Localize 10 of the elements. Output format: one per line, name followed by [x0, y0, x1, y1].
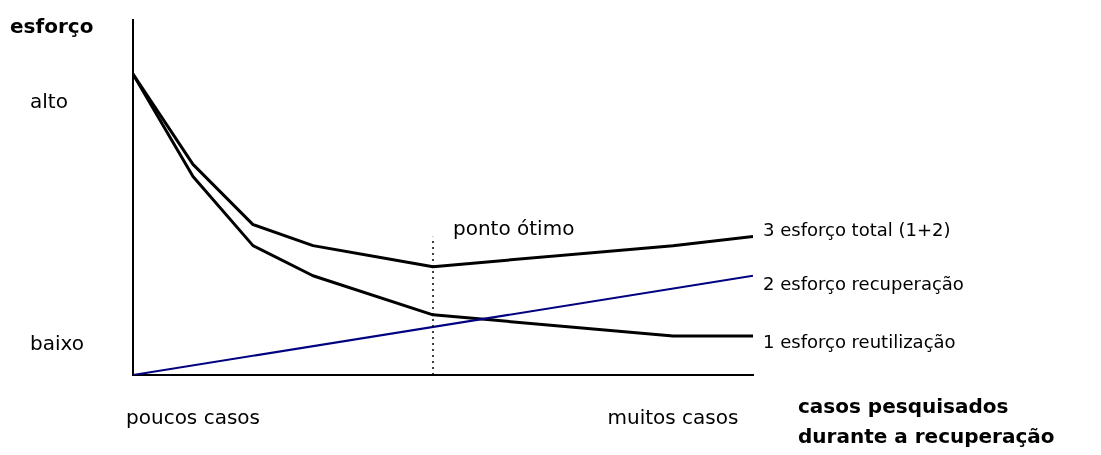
series-label: 1 esforço reutilização	[763, 330, 956, 352]
y-axis-title: esforço	[10, 14, 94, 38]
series-label: 2 esforço recuperação	[763, 273, 964, 295]
text: ponto ótimo	[453, 215, 575, 240]
text: alto	[30, 89, 68, 114]
text: baixo	[30, 331, 84, 356]
x-axis-title: casos pesquisados durante a recuperação	[798, 394, 1055, 448]
x-tick-label: muitos casos	[607, 405, 739, 430]
x-tick-label: poucos casos	[126, 405, 260, 430]
series-label: 3 esforço total (1+2)	[763, 219, 951, 241]
